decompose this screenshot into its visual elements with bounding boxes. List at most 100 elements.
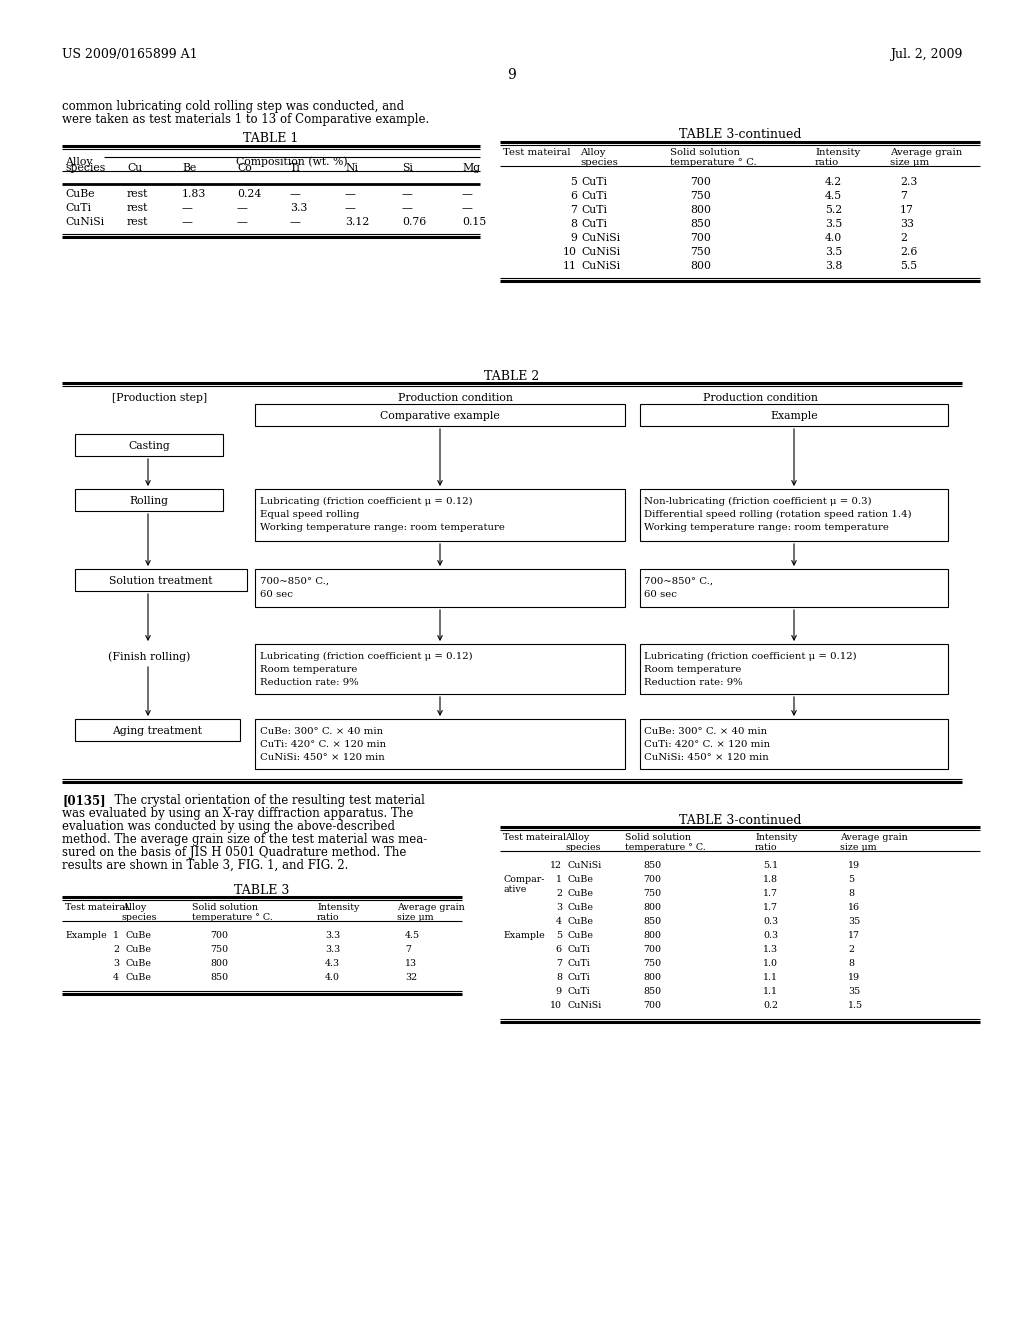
Text: Comparative example: Comparative example [380, 411, 500, 421]
Text: 60 sec: 60 sec [260, 590, 293, 599]
Text: 1: 1 [113, 931, 119, 940]
Text: Si: Si [402, 162, 413, 173]
Text: method. The average grain size of the test material was mea-: method. The average grain size of the te… [62, 833, 427, 846]
Text: was evaluated by using an X-ray diffraction apparatus. The: was evaluated by using an X-ray diffract… [62, 807, 414, 820]
Text: —: — [462, 203, 473, 213]
Text: common lubricating cold rolling step was conducted, and: common lubricating cold rolling step was… [62, 100, 404, 114]
Text: Average grain: Average grain [397, 903, 465, 912]
Text: 700: 700 [643, 945, 662, 954]
Text: CuNiSi: 450° × 120 min: CuNiSi: 450° × 120 min [644, 752, 769, 762]
Text: 800: 800 [643, 931, 662, 940]
Text: evaluation was conducted by using the above-described: evaluation was conducted by using the ab… [62, 820, 395, 833]
Text: 700: 700 [690, 234, 711, 243]
Text: 700: 700 [643, 1001, 662, 1010]
Text: —: — [402, 189, 413, 199]
Text: Example: Example [770, 411, 818, 421]
Text: sured on the basis of JIS H 0501 Quadrature method. The: sured on the basis of JIS H 0501 Quadrat… [62, 846, 407, 859]
Text: CuNiSi: CuNiSi [581, 234, 621, 243]
Text: Average grain: Average grain [890, 148, 963, 157]
Text: US 2009/0165899 A1: US 2009/0165899 A1 [62, 48, 198, 61]
Text: 1.83: 1.83 [182, 189, 207, 199]
Text: CuBe: CuBe [568, 875, 594, 884]
Bar [640, 719, 948, 770]
Text: Co: Co [237, 162, 252, 173]
Text: Working temperature range: room temperature: Working temperature range: room temperat… [260, 523, 505, 532]
Text: ratio: ratio [815, 158, 840, 168]
Text: CuBe: CuBe [568, 903, 594, 912]
Text: 3: 3 [113, 960, 119, 968]
Bar [640, 569, 948, 607]
Text: 11: 11 [563, 261, 577, 271]
Text: —: — [462, 189, 473, 199]
Bar [255, 488, 625, 541]
Text: 850: 850 [643, 987, 662, 997]
Text: 1.8: 1.8 [763, 875, 778, 884]
Text: 17: 17 [900, 205, 913, 215]
Text: 5.5: 5.5 [900, 261, 918, 271]
Text: —: — [237, 203, 248, 213]
Text: 2.3: 2.3 [900, 177, 918, 187]
Text: Differential speed rolling (rotation speed ration 1.4): Differential speed rolling (rotation spe… [644, 510, 911, 519]
Text: 0.15: 0.15 [462, 216, 486, 227]
Text: CuBe: 300° C. × 40 min: CuBe: 300° C. × 40 min [644, 727, 767, 737]
Text: —: — [402, 203, 413, 213]
Text: Room temperature: Room temperature [644, 665, 741, 675]
Text: Aging treatment: Aging treatment [112, 726, 202, 737]
Text: 9: 9 [556, 987, 562, 997]
Text: 1.7: 1.7 [763, 903, 778, 912]
Text: Production condition: Production condition [397, 393, 512, 403]
Text: CuTi: CuTi [568, 960, 591, 968]
Text: 750: 750 [643, 888, 662, 898]
Text: 4.0: 4.0 [325, 973, 340, 982]
Text: 4.0: 4.0 [825, 234, 843, 243]
Bar [75, 719, 240, 741]
Text: 3.3: 3.3 [325, 931, 340, 940]
Text: 9: 9 [508, 69, 516, 82]
Text: 16: 16 [848, 903, 860, 912]
Text: 17: 17 [848, 931, 860, 940]
Text: 750: 750 [643, 960, 662, 968]
Text: Average grain: Average grain [840, 833, 907, 842]
Bar [255, 404, 625, 426]
Text: species: species [122, 913, 158, 921]
Text: [Production step]: [Production step] [113, 393, 208, 403]
Text: —: — [182, 216, 193, 227]
Text: 1.1: 1.1 [763, 987, 778, 997]
Text: 4.5: 4.5 [406, 931, 420, 940]
Text: Rolling: Rolling [129, 496, 169, 506]
Text: species: species [580, 158, 617, 168]
Text: Lubricating (friction coefficient μ = 0.12): Lubricating (friction coefficient μ = 0.… [260, 498, 473, 506]
Text: Example: Example [503, 931, 545, 940]
Text: —: — [237, 216, 248, 227]
Text: CuBe: CuBe [125, 945, 151, 954]
Text: size μm: size μm [397, 913, 433, 921]
Text: CuBe: 300° C. × 40 min: CuBe: 300° C. × 40 min [260, 727, 383, 737]
Text: Intensity: Intensity [815, 148, 860, 157]
Text: 5: 5 [556, 931, 562, 940]
Bar [75, 434, 223, 455]
Text: 2: 2 [556, 888, 562, 898]
Text: 800: 800 [210, 960, 228, 968]
Text: 35: 35 [848, 917, 860, 927]
Text: 8: 8 [570, 219, 577, 228]
Text: 2: 2 [848, 945, 854, 954]
Text: 2.6: 2.6 [900, 247, 918, 257]
Bar [75, 488, 223, 511]
Text: CuTi: CuTi [581, 177, 607, 187]
Text: Ti: Ti [290, 162, 301, 173]
Bar [255, 719, 625, 770]
Text: 4.5: 4.5 [825, 191, 842, 201]
Text: CuTi: CuTi [581, 205, 607, 215]
Text: CuTi: CuTi [65, 203, 91, 213]
Text: —: — [290, 216, 301, 227]
Text: size μm: size μm [890, 158, 929, 168]
Text: 2: 2 [113, 945, 119, 954]
Text: 3.5: 3.5 [825, 247, 843, 257]
Text: Compar-: Compar- [503, 875, 545, 884]
Text: 750: 750 [690, 247, 711, 257]
Text: CuTi: CuTi [581, 219, 607, 228]
Text: Alloy: Alloy [565, 833, 589, 842]
Text: (Finish rolling): (Finish rolling) [108, 651, 190, 661]
Bar [255, 569, 625, 607]
Text: 0.3: 0.3 [763, 931, 778, 940]
